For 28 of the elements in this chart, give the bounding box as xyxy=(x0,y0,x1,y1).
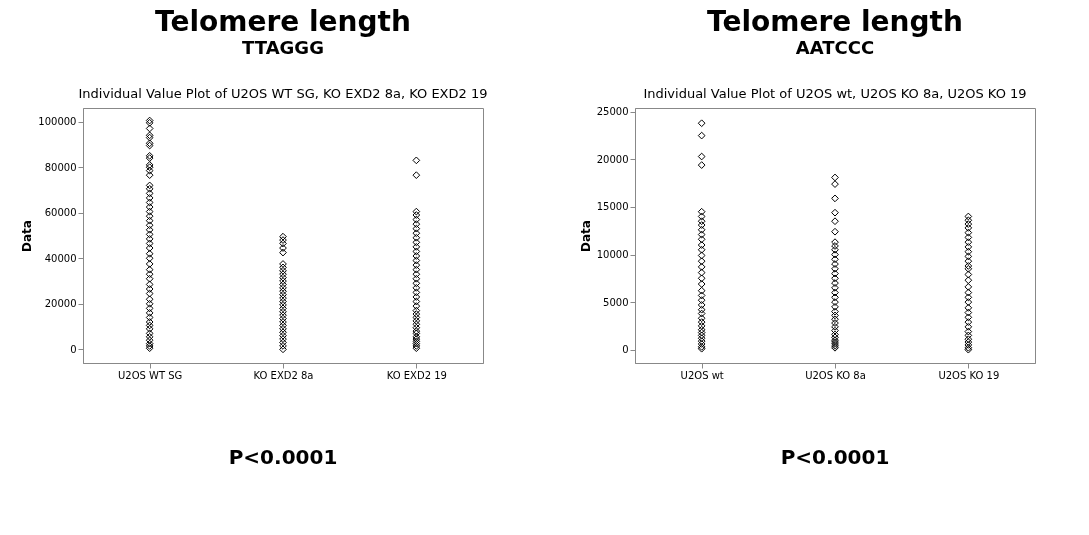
x-tick-label: U2OS WT SG xyxy=(117,369,183,381)
x-tick-label: U2OS wt xyxy=(680,369,724,381)
chart-title: Telomere length xyxy=(707,5,963,38)
chart-title: Telomere length xyxy=(155,5,411,38)
y-tick-label: 40000 xyxy=(44,252,77,264)
text: Individual Value Plot of U2OS WT SG, KO EXD2 8a, KO EXD2 19 xyxy=(78,86,488,101)
y-tick-label: 100000 xyxy=(38,116,77,128)
text: P<0.0001 xyxy=(780,445,890,469)
y-tick-label: 5000 xyxy=(603,296,629,308)
y-tick-label: 0 xyxy=(70,343,77,355)
chart-subtitle: TTAGGG xyxy=(242,37,324,58)
chart-subtitle: AATCCC xyxy=(795,37,875,58)
y-tick-label: 10000 xyxy=(596,249,629,261)
y-tick-label: 20000 xyxy=(596,153,629,165)
x-tick-label: U2OS KO 8a xyxy=(805,369,866,381)
y-tick-label: 80000 xyxy=(44,161,77,173)
y-tick-label: 15000 xyxy=(596,201,629,213)
x-tick-label: KO EXD2 19 xyxy=(386,369,447,381)
y-axis-title: Data xyxy=(578,220,593,252)
y-tick-label: 60000 xyxy=(44,207,77,219)
y-tick-label: 20000 xyxy=(44,298,77,310)
y-axis-title: Data xyxy=(20,220,35,252)
text: P<0.0001 xyxy=(228,445,338,469)
y-tick-label: 0 xyxy=(622,344,629,356)
y-tick-label: 25000 xyxy=(596,106,629,118)
x-tick-label: KO EXD2 8a xyxy=(253,369,314,381)
text: Individual Value Plot of U2OS wt, U2OS KO 8a, U2OS KO 19 xyxy=(643,86,1027,101)
x-tick-label: U2OS KO 19 xyxy=(938,369,1000,381)
